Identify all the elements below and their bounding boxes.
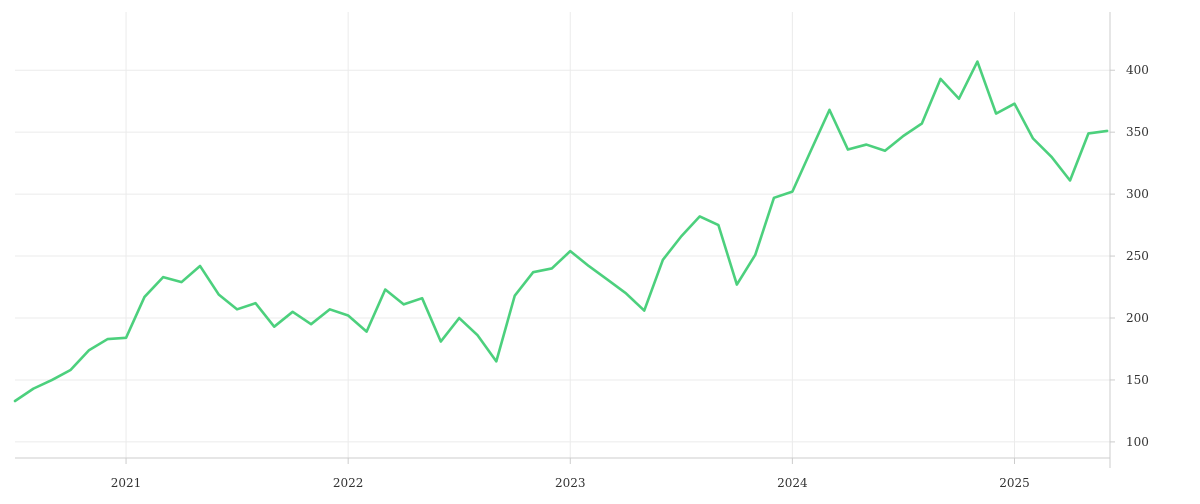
data-point xyxy=(976,60,979,63)
data-point xyxy=(939,78,942,81)
x-tick-label: 2022 xyxy=(333,476,364,490)
data-point xyxy=(625,292,628,295)
data-point xyxy=(328,308,331,311)
data-point xyxy=(495,360,498,363)
data-point xyxy=(1087,132,1090,135)
y-tick-label: 200 xyxy=(1126,311,1149,325)
data-point xyxy=(32,387,35,390)
data-point xyxy=(180,281,183,284)
data-point xyxy=(754,254,757,257)
data-point xyxy=(532,271,535,274)
data-point xyxy=(587,265,590,268)
y-tick-label: 100 xyxy=(1126,435,1149,449)
data-point xyxy=(458,317,461,320)
data-point xyxy=(199,265,202,268)
data-point xyxy=(69,369,72,372)
data-point xyxy=(680,235,683,238)
y-tick-label: 400 xyxy=(1126,63,1149,77)
series-line xyxy=(13,60,1109,403)
data-point xyxy=(291,311,294,314)
data-point xyxy=(88,349,91,352)
y-tick-label: 250 xyxy=(1126,249,1149,263)
data-point xyxy=(921,122,924,125)
data-point xyxy=(662,258,665,261)
data-point xyxy=(1069,179,1072,182)
data-point xyxy=(902,135,905,138)
data-point xyxy=(476,334,479,337)
data-point xyxy=(828,109,831,112)
data-point xyxy=(773,197,776,200)
data-point xyxy=(384,288,387,291)
data-point xyxy=(106,338,109,341)
data-point xyxy=(717,224,720,227)
data-point xyxy=(310,323,313,326)
axes xyxy=(15,12,1115,468)
y-tick-label: 350 xyxy=(1126,125,1149,139)
data-point xyxy=(810,149,813,152)
data-point xyxy=(51,379,54,382)
data-point xyxy=(513,294,516,297)
grid-lines xyxy=(15,12,1110,458)
data-point xyxy=(347,314,350,317)
data-point xyxy=(736,283,739,286)
data-point xyxy=(698,215,701,218)
data-point xyxy=(402,303,405,306)
data-point xyxy=(217,293,220,296)
x-tick-label: 2024 xyxy=(777,476,808,490)
data-point xyxy=(958,97,961,100)
data-point xyxy=(865,143,868,146)
data-point xyxy=(569,250,572,253)
data-point xyxy=(439,340,442,343)
data-point xyxy=(162,276,165,279)
data-point xyxy=(14,400,17,403)
data-point xyxy=(995,112,998,115)
data-point xyxy=(1050,156,1053,159)
series-layer xyxy=(13,60,1109,403)
x-tick-label: 2025 xyxy=(999,476,1030,490)
y-tick-label: 150 xyxy=(1126,373,1149,387)
data-point xyxy=(847,148,850,151)
data-point xyxy=(643,309,646,312)
data-point xyxy=(884,149,887,152)
data-point xyxy=(1106,130,1109,133)
data-point xyxy=(143,296,146,299)
x-tick-label: 2023 xyxy=(555,476,586,490)
data-point xyxy=(125,337,128,340)
data-point xyxy=(551,267,554,270)
data-point xyxy=(791,190,794,193)
data-point xyxy=(254,302,257,305)
y-tick-label: 300 xyxy=(1126,187,1149,201)
data-point xyxy=(606,278,609,281)
data-point xyxy=(365,330,368,333)
data-point xyxy=(1013,102,1016,105)
data-point xyxy=(236,308,239,311)
data-point xyxy=(273,325,276,328)
data-point xyxy=(421,297,424,300)
tick-labels: 100 150 200 250 300 350 400 2021 2022 2023 2024 202… xyxy=(111,63,1149,490)
data-point xyxy=(1032,137,1035,140)
x-tick-label: 2021 xyxy=(111,476,142,490)
